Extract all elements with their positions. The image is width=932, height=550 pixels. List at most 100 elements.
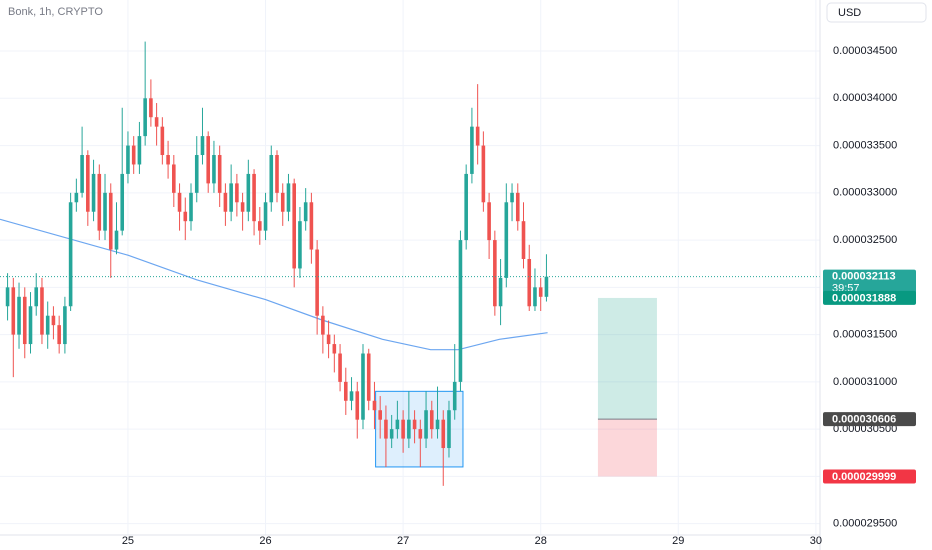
candle-body <box>361 353 365 420</box>
profit-zone <box>597 297 657 420</box>
candle-body <box>321 315 325 335</box>
candle-body <box>395 419 400 430</box>
x-tick-label: 26 <box>259 535 271 547</box>
target-badge <box>823 290 916 305</box>
candle-body <box>252 173 256 222</box>
x-tick-label: 29 <box>672 535 684 547</box>
candle-body <box>217 155 222 193</box>
candle-body <box>298 221 302 269</box>
candle-body <box>246 173 251 212</box>
candle-body <box>194 155 199 193</box>
y-tick-label: 0.000029500 <box>833 518 897 530</box>
candle-body <box>435 419 440 430</box>
candle-body <box>332 344 337 354</box>
candle-body <box>447 410 451 449</box>
y-tick-label: 0.000033500 <box>833 139 897 151</box>
candle-body <box>510 192 514 203</box>
candle-body <box>22 296 27 345</box>
stop-badge <box>823 469 916 484</box>
candle-body <box>309 202 314 250</box>
candle-body <box>401 419 405 439</box>
candle-body <box>263 202 268 231</box>
candle-body <box>223 192 228 212</box>
candle-body <box>206 136 211 184</box>
candle-body <box>286 183 291 212</box>
candle-body <box>235 183 239 203</box>
candle-body <box>464 173 468 241</box>
candle-body <box>166 155 170 165</box>
candle-body <box>160 126 165 156</box>
time-axis <box>0 535 820 550</box>
candle-body <box>315 249 319 316</box>
candle-body <box>28 306 33 345</box>
candle-body <box>412 419 417 430</box>
candle-body <box>487 202 491 241</box>
candle-body <box>143 98 147 137</box>
currency-button[interactable] <box>826 2 927 23</box>
candle-body <box>429 410 434 430</box>
candle-body <box>183 211 188 222</box>
entry-badge-label: 0.000030606 <box>832 414 896 426</box>
candle-body <box>40 287 44 335</box>
candle-body <box>498 277 503 307</box>
candle-body <box>5 287 10 307</box>
candle-body <box>475 126 480 146</box>
candle-body <box>126 145 130 174</box>
candle-body <box>269 155 274 203</box>
y-tick-label: 0.000034500 <box>833 45 897 57</box>
candle-body <box>458 240 463 382</box>
y-tick-label: 0.000031500 <box>833 329 897 341</box>
candle-body <box>229 183 233 212</box>
x-tick-label: 27 <box>397 535 409 547</box>
candle-body <box>131 145 136 165</box>
moving-average <box>0 218 548 351</box>
candle-body <box>343 381 348 401</box>
candle-body <box>493 240 497 307</box>
y-tick-label: 0.000032500 <box>833 234 897 246</box>
candle-body <box>441 419 446 449</box>
currency-label[interactable]: USD <box>838 7 861 19</box>
candle-body <box>240 202 245 212</box>
candle-body <box>470 126 474 174</box>
candle-body <box>326 334 331 345</box>
candle-body <box>11 287 16 335</box>
candle-body <box>189 192 193 222</box>
candle-body <box>481 145 486 203</box>
candle-body <box>424 410 428 439</box>
last-price-badge <box>823 269 916 296</box>
chart-title: Bonk, 1h, CRYPTO <box>8 6 103 18</box>
target-badge-label: 0.000031888 <box>832 292 896 304</box>
candle-body <box>521 221 526 259</box>
candle-body <box>91 173 96 212</box>
candle-body <box>452 381 457 411</box>
x-tick-label: 28 <box>535 535 547 547</box>
candle-body <box>389 429 394 439</box>
candle-body <box>504 202 509 278</box>
candle-body <box>57 325 61 345</box>
candle-body <box>120 173 125 231</box>
candle-body <box>114 230 119 250</box>
candle-body <box>275 155 279 193</box>
last-price-label: 0.000032113 <box>832 271 896 283</box>
candle-body <box>149 98 153 118</box>
candle-body <box>34 287 39 307</box>
x-tick-label: 30 <box>810 535 822 547</box>
candle-body <box>538 287 543 297</box>
candle-body <box>17 296 21 335</box>
candle-body <box>366 353 371 401</box>
candle-body <box>292 183 296 269</box>
y-tick-label: 0.000033000 <box>833 187 897 199</box>
candle-body <box>177 192 182 212</box>
candle-body <box>280 192 285 212</box>
candle-body <box>63 306 67 345</box>
candle-body <box>515 192 520 222</box>
candle-body <box>200 136 205 156</box>
candle-body <box>349 391 354 401</box>
candle-body <box>154 117 159 127</box>
candle-body <box>137 136 142 165</box>
candle-body <box>527 258 532 307</box>
x-tick-label: 25 <box>122 535 134 547</box>
y-tick-label: 0.000031000 <box>833 376 897 388</box>
